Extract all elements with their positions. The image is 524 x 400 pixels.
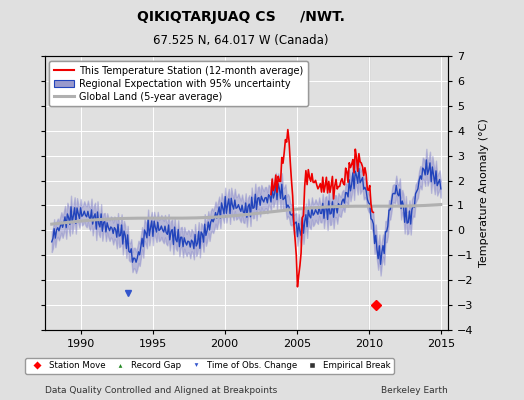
- Text: Data Quality Controlled and Aligned at Breakpoints: Data Quality Controlled and Aligned at B…: [45, 386, 277, 395]
- Legend: This Temperature Station (12-month average), Regional Expectation with 95% uncer: This Temperature Station (12-month avera…: [49, 61, 308, 106]
- Text: QIKIQTARJUAQ CS     /NWT.: QIKIQTARJUAQ CS /NWT.: [137, 10, 345, 24]
- Y-axis label: Temperature Anomaly (°C): Temperature Anomaly (°C): [479, 119, 489, 267]
- Legend: Station Move, Record Gap, Time of Obs. Change, Empirical Break: Station Move, Record Gap, Time of Obs. C…: [25, 358, 394, 374]
- Text: Berkeley Earth: Berkeley Earth: [381, 386, 448, 395]
- Text: 67.525 N, 64.017 W (Canada): 67.525 N, 64.017 W (Canada): [154, 34, 329, 47]
